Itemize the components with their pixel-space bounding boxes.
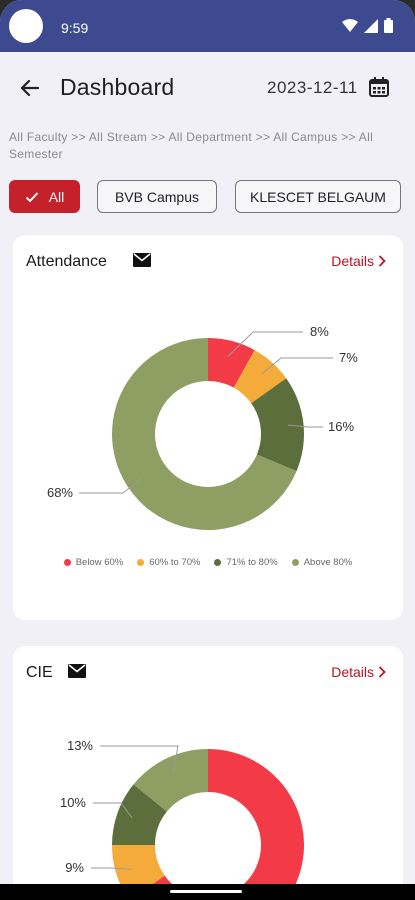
breadcrumb: All Faculty >> All Stream >> All Departm… xyxy=(9,130,374,161)
attendance-title: Attendance xyxy=(26,253,107,270)
cie-card: CIE Details 9% 10% 13% xyxy=(13,646,403,900)
legend-item: 71% to 80% xyxy=(214,557,278,568)
attendance-donut-chart: 8% 7% 16% 68% xyxy=(47,324,358,530)
filter-chip-label: All xyxy=(48,188,65,205)
donut-slice xyxy=(251,378,304,472)
selected-date[interactable]: 2023-12-11 xyxy=(267,78,358,97)
donut-slice xyxy=(112,338,297,530)
legend-item: Below 60% xyxy=(63,557,124,568)
legend-label: 71% to 80% xyxy=(226,557,278,568)
check-icon xyxy=(25,191,38,202)
donut-slice xyxy=(112,784,167,845)
slice-value-label: 9% xyxy=(65,860,84,875)
legend-item: 60% to 70% xyxy=(137,557,200,568)
legend-label: Below 60% xyxy=(75,557,124,568)
camera-cutout xyxy=(9,9,43,43)
attendance-card: Attendance Details 8% 7% 16% 68% Below 60% … xyxy=(13,235,403,620)
legend-label: 60% to 70% xyxy=(149,557,201,568)
donut-inner-ring xyxy=(157,794,259,896)
leader-line xyxy=(100,745,179,773)
slice-value-label: 8% xyxy=(310,324,329,339)
slice-value-label: 13% xyxy=(67,738,93,753)
legend-swatch xyxy=(63,559,71,566)
filter-chip-klescet-belgaum[interactable]: KLESCET BELGAUM xyxy=(235,180,401,213)
legend-swatch xyxy=(291,559,299,566)
donut-slice xyxy=(130,749,304,900)
home-handle[interactable] xyxy=(170,890,242,893)
filter-chip-all[interactable]: All xyxy=(9,180,80,213)
status-icons xyxy=(342,18,393,33)
filter-chip-bvb-campus[interactable]: BVB Campus xyxy=(97,180,217,213)
slice-value-label: 7% xyxy=(339,350,358,365)
details-label: Details xyxy=(331,253,374,269)
mail-icon[interactable] xyxy=(133,253,151,267)
leader-line xyxy=(79,478,142,494)
leader-line xyxy=(287,424,323,428)
battery-icon xyxy=(384,18,393,33)
donut-slice xyxy=(208,338,255,388)
back-arrow-icon[interactable] xyxy=(18,76,42,100)
signal-icon xyxy=(364,18,378,33)
leader-line xyxy=(261,357,333,375)
navigation-bar xyxy=(0,884,415,900)
details-label: Details xyxy=(331,664,374,680)
calendar-icon[interactable] xyxy=(368,76,390,98)
attendance-legend: Below 60% 60% to 70% 71% to 80% Above 80… xyxy=(13,557,403,568)
cie-details-link[interactable]: Details xyxy=(331,664,386,680)
leader-line xyxy=(227,331,303,357)
status-time: 9:59 xyxy=(61,20,89,36)
donut-slice xyxy=(233,350,287,404)
donut-slice xyxy=(133,749,208,812)
filter-chip-label: BVB Campus xyxy=(114,188,200,205)
filter-chips: All BVB Campus KLESCET BELGAUM xyxy=(0,180,415,214)
slice-value-label: 68% xyxy=(47,485,73,500)
app-bar: Dashboard 2023-12-11 xyxy=(0,52,415,122)
leader-line xyxy=(93,802,133,819)
slice-value-label: 16% xyxy=(328,419,354,434)
cie-title: CIE xyxy=(26,664,53,681)
legend-label: Above 80% xyxy=(303,557,353,568)
mail-icon[interactable] xyxy=(68,664,86,678)
page-title: Dashboard xyxy=(60,74,175,100)
leader-line xyxy=(91,867,132,870)
legend-item: Above 80% xyxy=(291,557,353,568)
filter-chip-label: KLESCET BELGAUM xyxy=(250,188,386,205)
legend-swatch xyxy=(214,559,222,566)
donut-inner-ring xyxy=(157,383,259,485)
status-bar: 9:59 xyxy=(0,0,415,52)
wifi-icon xyxy=(342,18,358,32)
chevron-right-icon xyxy=(378,666,386,678)
legend-swatch xyxy=(137,559,145,566)
cie-donut-chart: 9% 10% 13% xyxy=(60,738,304,900)
chevron-right-icon xyxy=(378,255,386,267)
slice-value-label: 10% xyxy=(60,795,86,810)
attendance-details-link[interactable]: Details xyxy=(331,253,386,269)
